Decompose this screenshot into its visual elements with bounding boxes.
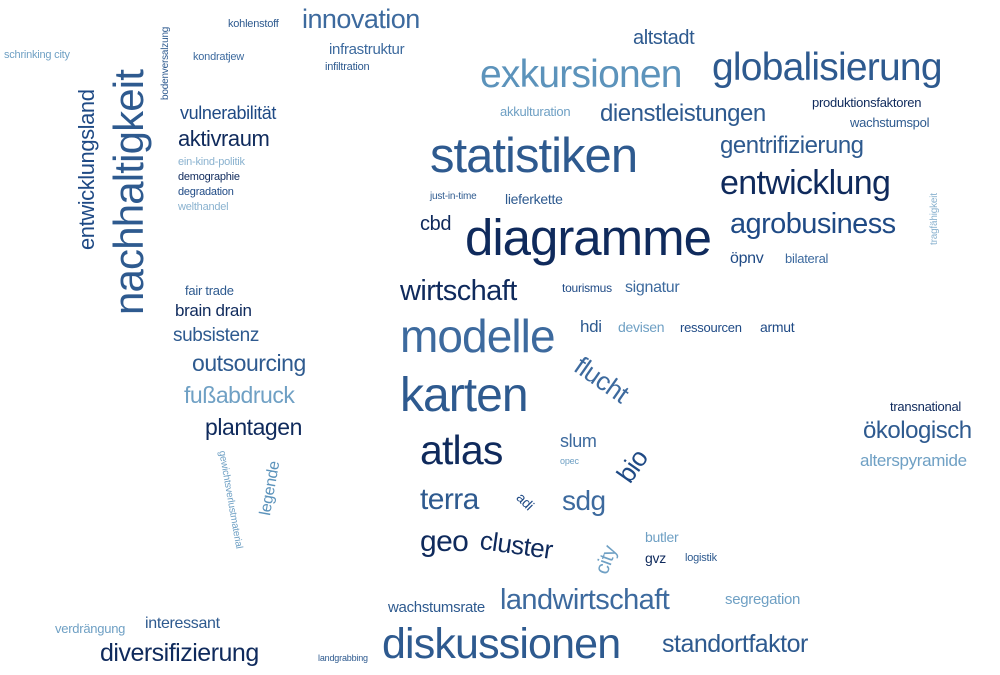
- word: standortfaktor: [662, 630, 808, 658]
- word: entwicklungsland: [74, 89, 99, 250]
- word: gewichtsverlustmaterial: [216, 449, 245, 550]
- word: landgrabbing: [318, 653, 368, 663]
- word: outsourcing: [192, 350, 306, 376]
- word: segregation: [725, 591, 801, 608]
- word: entwicklung: [720, 164, 891, 202]
- word: tragfähigkeit: [929, 193, 940, 245]
- word: statistiken: [430, 129, 638, 183]
- word: hdi: [580, 317, 602, 336]
- word: cbd: [420, 213, 452, 235]
- word: landwirtschaft: [500, 584, 670, 616]
- word: öpnv: [730, 250, 764, 267]
- word: bodenversalzung: [160, 26, 171, 100]
- word: wachstumsrate: [388, 599, 485, 616]
- word: kohlenstoff: [228, 18, 279, 30]
- word: schrinking city: [4, 49, 70, 61]
- word: innovation: [302, 4, 420, 34]
- word: interessant: [145, 615, 220, 632]
- word: nachhaltigkeit: [105, 69, 152, 315]
- word: devisen: [618, 319, 665, 335]
- word: modelle: [400, 310, 556, 362]
- word: altstadt: [633, 27, 695, 49]
- word: diagramme: [465, 209, 712, 266]
- word: degradation: [178, 186, 234, 198]
- word: gentrifizierung: [720, 132, 864, 159]
- word: dienstleistungen: [600, 100, 766, 127]
- word: infiltration: [325, 61, 370, 73]
- word: fußabdruck: [184, 382, 295, 408]
- word: cluster: [478, 525, 555, 565]
- word: tourismus: [562, 281, 612, 295]
- word: signatur: [625, 279, 680, 296]
- word: transnational: [890, 399, 962, 414]
- word: ein-kind-politik: [178, 156, 245, 168]
- word: globalisierung: [712, 46, 943, 89]
- word: fair trade: [185, 283, 234, 298]
- word: plantagen: [205, 414, 302, 440]
- word: welthandel: [178, 201, 229, 213]
- word: karten: [400, 369, 529, 422]
- word: geo: [420, 525, 469, 558]
- word: ökologisch: [863, 417, 972, 444]
- word: bio: [610, 443, 654, 489]
- word: atlas: [420, 427, 503, 473]
- word: wachstumspol: [850, 115, 930, 130]
- word: flucht: [568, 350, 635, 409]
- word: sdg: [562, 485, 606, 516]
- word: butler: [645, 529, 679, 545]
- word: ressourcen: [680, 320, 742, 335]
- word: city: [591, 542, 622, 578]
- word: adi: [513, 489, 538, 514]
- word: vulnerabilität: [180, 103, 277, 123]
- word: aktivraum: [178, 126, 270, 151]
- word: exkursionen: [480, 53, 682, 96]
- word: logistik: [685, 552, 717, 564]
- word: diskussionen: [382, 620, 621, 668]
- word: just-in-time: [430, 191, 477, 202]
- word: kondratjew: [193, 51, 244, 63]
- word: diversifizierung: [100, 639, 259, 667]
- word: subsistenz: [173, 325, 259, 346]
- word: alterspyramide: [860, 451, 967, 470]
- word: produktionsfaktoren: [812, 95, 922, 110]
- word: wirtschaft: [400, 275, 517, 307]
- word: terra: [420, 483, 479, 516]
- word: infrastruktur: [329, 41, 405, 58]
- word: akkulturation: [500, 104, 571, 119]
- word: lieferkette: [505, 191, 563, 207]
- word: armut: [760, 319, 795, 335]
- word: demographie: [178, 171, 240, 183]
- word: agrobusiness: [730, 208, 896, 240]
- word: bilateral: [785, 251, 829, 266]
- word: verdrängung: [55, 621, 126, 636]
- word: legende: [257, 459, 284, 517]
- word: gvz: [645, 550, 666, 566]
- word: slum: [560, 431, 597, 451]
- word: opec: [560, 456, 579, 466]
- word: brain drain: [175, 301, 252, 320]
